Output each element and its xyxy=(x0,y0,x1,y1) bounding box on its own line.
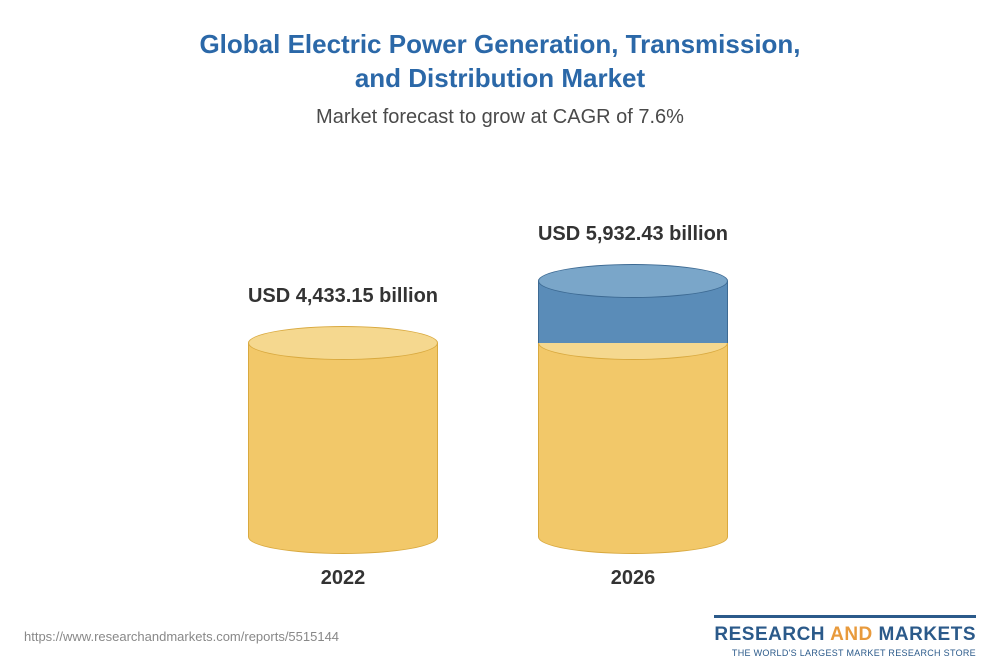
cylinder-2022: USD 4,433.15 billion xyxy=(248,285,438,554)
cylinder-2026: USD 5,932.43 billion xyxy=(538,223,728,554)
bar-value-label: USD 5,932.43 billion xyxy=(503,223,763,246)
source-url: https://www.researchandmarkets.com/repor… xyxy=(24,629,339,644)
logo-word1: RESEARCH xyxy=(714,624,825,645)
cylinder-body-0 xyxy=(538,343,728,537)
year-label-2022: 2022 xyxy=(248,567,438,590)
cylinder-body-0 xyxy=(248,343,438,537)
bar-value-label: USD 4,433.15 billion xyxy=(213,285,473,308)
logo-main: RESEARCH AND MARKETS xyxy=(714,624,976,646)
cylinder-top-0 xyxy=(248,326,438,360)
logo-word3: MARKETS xyxy=(879,624,976,645)
logo-word2: AND xyxy=(830,624,873,645)
chart-title: Global Electric Power Generation, Transm… xyxy=(0,0,1000,96)
chart-area: USD 4,433.15 billion2022USD 5,932.43 bil… xyxy=(0,139,1000,579)
chart-subtitle: Market forecast to grow at CAGR of 7.6% xyxy=(0,106,1000,129)
cylinder-shape xyxy=(248,326,438,554)
cylinder-top-1 xyxy=(538,264,728,298)
cylinder-shape xyxy=(538,264,728,554)
title-line2: and Distribution Market xyxy=(0,62,1000,96)
footer: https://www.researchandmarkets.com/repor… xyxy=(0,605,1000,667)
logo-block: RESEARCH AND MARKETS THE WORLD'S LARGEST… xyxy=(714,615,976,658)
year-label-2026: 2026 xyxy=(538,567,728,590)
logo-tagline: THE WORLD'S LARGEST MARKET RESEARCH STOR… xyxy=(714,648,976,658)
title-line1: Global Electric Power Generation, Transm… xyxy=(0,28,1000,62)
